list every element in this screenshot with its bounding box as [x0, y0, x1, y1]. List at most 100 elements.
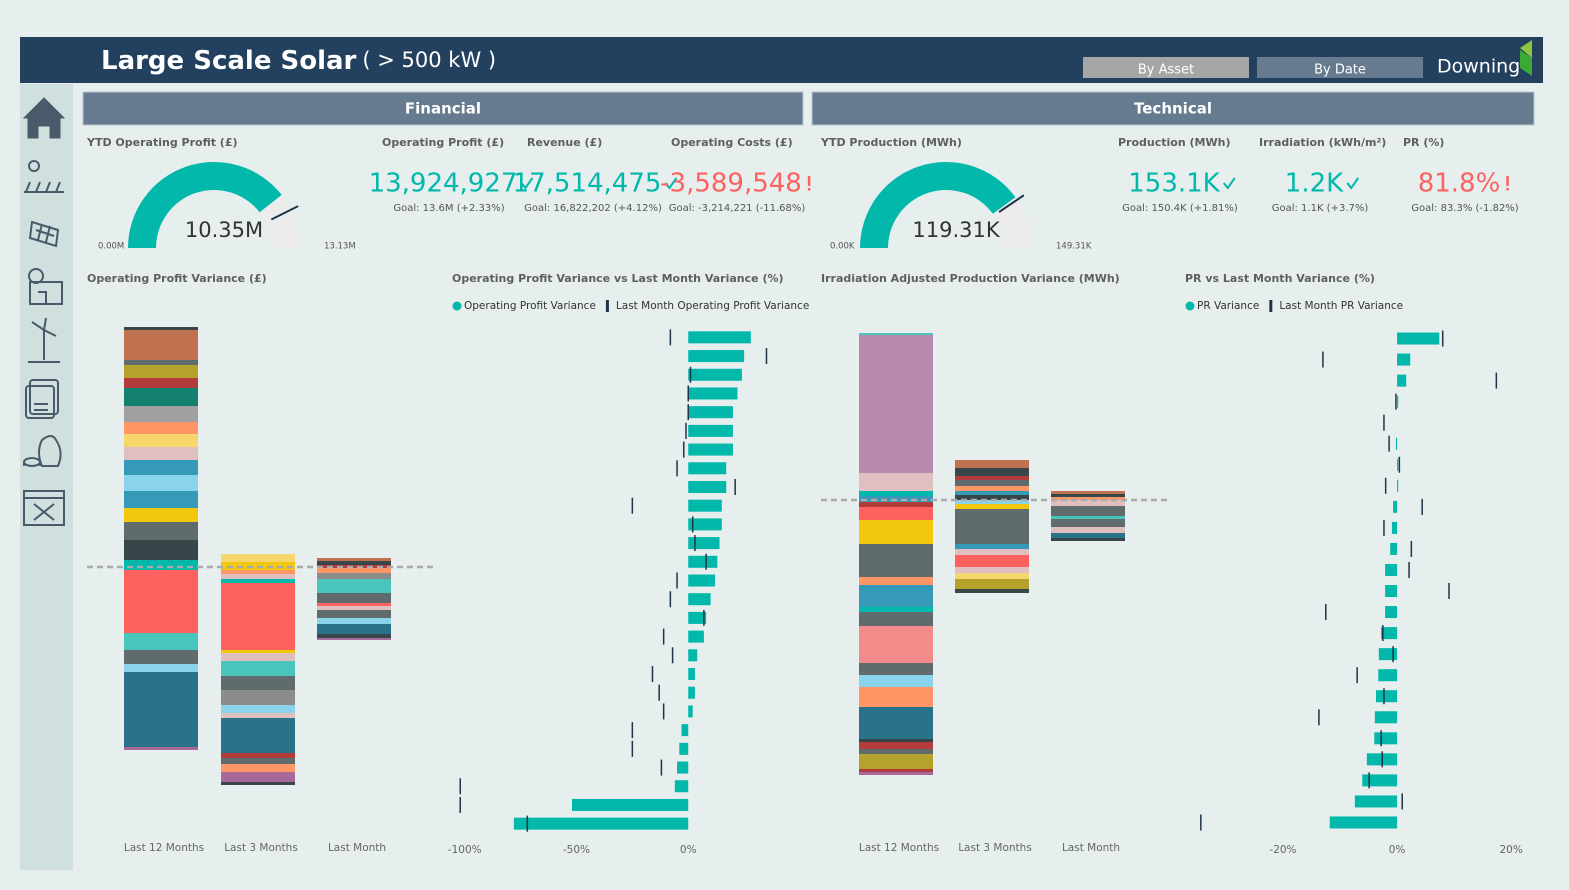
gauge-value	[860, 161, 1016, 248]
bar-segment	[859, 335, 933, 473]
tick-marker	[1388, 435, 1390, 452]
bar	[688, 611, 707, 624]
bar-segment	[955, 509, 1029, 544]
title-main: Large Scale Solar	[101, 46, 357, 76]
bar-segment	[1051, 494, 1125, 497]
tick-marker	[1356, 667, 1358, 684]
card-title: Operating Costs (£)	[671, 136, 793, 149]
card-title: Irradiation (kWh/m²)	[1259, 136, 1386, 149]
x-tick-label: -50%	[563, 844, 590, 856]
bar-segment	[221, 690, 295, 705]
bar-segment	[1051, 506, 1125, 516]
bar	[688, 443, 733, 456]
tick-marker	[765, 348, 768, 365]
x-tick-label: Last Month	[1062, 842, 1120, 854]
tick-marker	[658, 684, 660, 701]
tick-marker	[669, 591, 672, 608]
bar-segment	[859, 502, 933, 507]
bar-segment	[955, 573, 1029, 579]
bar	[688, 630, 704, 643]
home-icon[interactable]	[22, 97, 66, 139]
solar-icon[interactable]	[24, 160, 64, 193]
tick-marker	[631, 740, 634, 757]
bar	[681, 724, 689, 737]
tick-marker	[1382, 625, 1384, 642]
legend-marker	[1185, 301, 1195, 311]
bar-segment	[859, 739, 933, 742]
card-goal: Goal: 16,822,202 (+4.12%)	[524, 203, 662, 214]
card-value: 153.1K	[1128, 169, 1220, 199]
bar-segment	[955, 468, 1029, 476]
bar	[1391, 521, 1398, 534]
status-icon	[1346, 177, 1360, 190]
bar-segment	[859, 333, 933, 335]
bar-segment	[124, 664, 198, 672]
wind-icon[interactable]	[28, 317, 60, 363]
bar-segment	[221, 718, 295, 753]
bar-segment	[955, 555, 1029, 567]
x-tick-label: 0%	[680, 844, 697, 856]
bar-segment	[955, 579, 1029, 589]
bar	[688, 555, 718, 568]
card-value: 81.8%	[1418, 169, 1501, 199]
status-icon	[807, 188, 811, 191]
bar-segment	[221, 676, 295, 690]
card-title: Operating Profit (£)	[382, 136, 504, 149]
bar	[1385, 563, 1398, 576]
button-label[interactable]: By Date	[1314, 63, 1366, 78]
bar-segment	[221, 705, 295, 713]
tick-marker	[631, 497, 634, 514]
bar-segment	[221, 661, 295, 676]
button[interactable]	[1083, 57, 1249, 78]
tools-icon[interactable]	[23, 490, 65, 526]
building-icon[interactable]	[28, 268, 63, 305]
bar	[1397, 479, 1399, 492]
tick-marker	[683, 441, 685, 458]
bar	[1385, 606, 1398, 619]
x-tick-label: -100%	[448, 844, 482, 856]
bar-segment	[859, 544, 933, 577]
bar-segment	[317, 579, 391, 593]
panel-icon[interactable]	[28, 220, 60, 248]
status-icon	[1506, 188, 1509, 191]
bar-segment	[221, 579, 295, 583]
legend-label: Operating Profit Variance	[464, 300, 596, 312]
bar-segment	[1051, 491, 1125, 494]
bar-segment	[317, 634, 391, 638]
button[interactable]	[1257, 57, 1423, 78]
tick-marker	[1421, 498, 1423, 515]
tick-marker	[1200, 814, 1202, 831]
money-icon[interactable]	[23, 435, 62, 467]
logo	[1520, 50, 1532, 76]
bar-segment	[124, 672, 198, 747]
card-goal: Goal: 150.4K (+1.81%)	[1122, 203, 1238, 214]
nav-bar	[20, 84, 73, 870]
bar-segment	[317, 565, 391, 568]
bar-segment	[221, 713, 295, 718]
tick-marker	[1383, 688, 1385, 705]
bar-segment	[124, 422, 198, 434]
bar-segment	[955, 589, 1029, 593]
bar-segment	[124, 327, 198, 330]
bar-segment	[859, 607, 933, 612]
bar	[1374, 711, 1398, 724]
bar-segment	[221, 764, 295, 772]
x-tick-label: 20%	[1500, 844, 1523, 856]
tick-marker	[676, 460, 678, 477]
section-header	[811, 91, 1535, 126]
tick-marker	[703, 609, 705, 626]
bar-segment	[859, 473, 933, 491]
bar-segment	[317, 603, 391, 606]
bar-segment	[955, 480, 1029, 486]
tick-marker	[660, 759, 663, 776]
bar-segment	[124, 406, 198, 422]
tick-marker	[1408, 561, 1410, 578]
bar	[1397, 332, 1440, 345]
bar	[1390, 542, 1398, 555]
gauge-tick-label: 0.00K	[830, 242, 855, 252]
document-icon[interactable]	[25, 379, 59, 419]
button-label[interactable]: By Asset	[1138, 63, 1194, 78]
bar-segment	[859, 749, 933, 754]
